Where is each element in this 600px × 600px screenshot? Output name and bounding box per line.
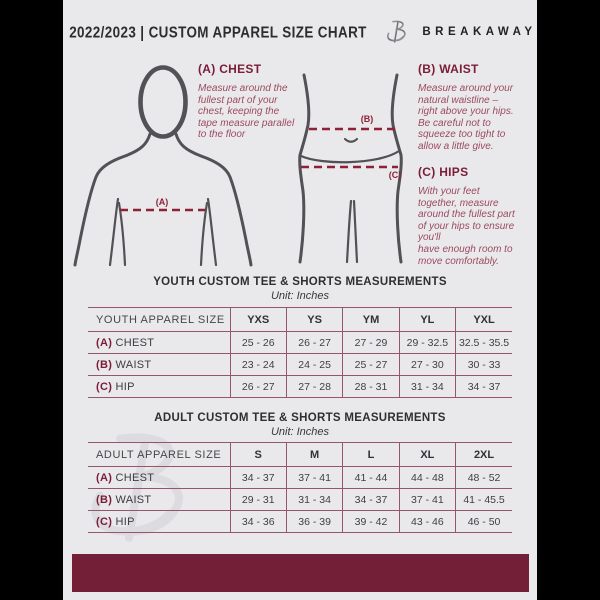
cell: 27 - 28 <box>285 375 343 398</box>
measurement-diagram: (A) (B) (C) (A) CHEST Measure around the… <box>63 55 537 267</box>
row-prefix: (B) <box>96 358 113 371</box>
cell: 28 - 31 <box>342 375 400 398</box>
cell: 34 - 37 <box>455 375 512 398</box>
header: 2022/2023 | CUSTOM APPAREL SIZE CHART BR… <box>63 16 537 48</box>
cell: 27 - 29 <box>342 331 400 354</box>
waist-line-label: (B) <box>360 114 374 124</box>
table-row: (B) WAIST 23 - 24 24 - 25 25 - 27 27 - 3… <box>88 353 512 376</box>
row-prefix: (A) <box>96 336 113 349</box>
size-col: YL <box>398 307 456 332</box>
page-title: 2022/2023 | CUSTOM APPAREL SIZE CHART <box>69 23 368 41</box>
adult-size-table: ADULT APPAREL SIZE S M L XL 2XL (A) CHES… <box>88 442 512 533</box>
cell: 25 - 26 <box>229 331 287 354</box>
hips-heading: (C) HIPS <box>418 165 469 179</box>
chest-line-label: (A) <box>155 197 169 207</box>
waist-note: (B) WAIST Measure around your natural wa… <box>418 62 530 153</box>
size-col: YM <box>342 307 400 332</box>
cell: 31 - 34 <box>398 375 456 398</box>
size-col: 2XL <box>455 442 512 467</box>
cell: 27 - 30 <box>398 353 456 376</box>
youth-table-unit: Unit: Inches <box>270 290 330 302</box>
hips-line-label: (C) <box>388 170 402 180</box>
cell: 41 - 44 <box>342 466 400 489</box>
youth-header-row: YOUTH APPAREL SIZE YXS YS YM YL YXL <box>88 307 512 332</box>
youth-table-title: YOUTH CUSTOM TEE & SHORTS MEASUREMENTS <box>153 276 447 288</box>
size-col: YXS <box>229 307 287 332</box>
footer-accent-bar <box>72 554 529 592</box>
cell: 44 - 48 <box>398 466 456 489</box>
hips-description: With your feet together, measure around … <box>418 186 515 267</box>
row-label: HIP <box>115 380 135 393</box>
size-col: YXL <box>455 307 512 332</box>
row-label: HIP <box>115 515 135 528</box>
cell: 36 - 39 <box>285 510 343 533</box>
cell: 30 - 33 <box>455 353 512 376</box>
adult-table-header: ADULT CUSTOM TEE & SHORTS MEASUREMENTS U… <box>63 412 537 438</box>
cell: 25 - 27 <box>342 353 400 376</box>
cell: 43 - 46 <box>398 510 456 533</box>
row-prefix: (C) <box>96 515 113 528</box>
table-row: (B) WAIST 29 - 31 31 - 34 34 - 37 37 - 4… <box>88 488 512 511</box>
cell: 34 - 37 <box>342 488 400 511</box>
row-label: CHEST <box>115 336 155 349</box>
breakaway-logo-icon <box>386 19 409 46</box>
brand-wordmark: BREAKAWAY <box>422 26 537 38</box>
cell: 24 - 25 <box>285 353 343 376</box>
waist-heading: (B) WAIST <box>418 62 479 76</box>
size-col: L <box>342 442 400 467</box>
cell: 34 - 37 <box>229 466 287 489</box>
row-prefix: (B) <box>96 493 113 506</box>
size-col: YS <box>285 307 343 332</box>
size-col: M <box>285 442 343 467</box>
row-prefix: (C) <box>96 380 113 393</box>
adult-table-title: ADULT CUSTOM TEE & SHORTS MEASUREMENTS <box>154 412 446 424</box>
chest-description: Measure around the fullest part of your … <box>198 83 295 141</box>
hips-note: (C) HIPS With your feet together, measur… <box>418 165 530 267</box>
cell: 37 - 41 <box>285 466 343 489</box>
table-row: (A) CHEST 34 - 37 37 - 41 41 - 44 44 - 4… <box>88 466 512 489</box>
cell: 34 - 36 <box>229 510 287 533</box>
waist-description: Measure around your natural waistline – … <box>418 83 514 152</box>
row-label: WAIST <box>115 358 152 371</box>
row-prefix: (A) <box>96 471 113 484</box>
table-row: (A) CHEST 25 - 26 26 - 27 27 - 29 29 - 3… <box>88 331 512 354</box>
row-label: WAIST <box>115 493 152 506</box>
size-col: XL <box>398 442 456 467</box>
cell: 29 - 32.5 <box>398 331 456 354</box>
row-label: CHEST <box>115 471 155 484</box>
youth-size-col-header: YOUTH APPAREL SIZE <box>96 313 225 326</box>
cell: 32.5 - 35.5 <box>455 331 512 354</box>
adult-table-unit: Unit: Inches <box>270 426 330 438</box>
table-row: (C) HIP 34 - 36 36 - 39 39 - 42 43 - 46 … <box>88 510 512 533</box>
body-silhouettes-illustration <box>73 65 403 267</box>
cell: 41 - 45.5 <box>455 488 512 511</box>
cell: 46 - 50 <box>455 510 512 533</box>
adult-size-col-header: ADULT APPAREL SIZE <box>96 448 222 461</box>
cell: 31 - 34 <box>285 488 343 511</box>
size-chart-page: 2022/2023 | CUSTOM APPAREL SIZE CHART BR… <box>63 0 537 600</box>
size-col: S <box>229 442 287 467</box>
youth-table-header: YOUTH CUSTOM TEE & SHORTS MEASUREMENTS U… <box>63 276 537 302</box>
chest-note: (A) CHEST Measure around the fullest par… <box>198 62 310 141</box>
cell: 26 - 27 <box>229 375 287 398</box>
chest-heading: (A) CHEST <box>198 62 262 76</box>
cell: 23 - 24 <box>229 353 287 376</box>
cell: 26 - 27 <box>285 331 343 354</box>
youth-size-table: YOUTH APPAREL SIZE YXS YS YM YL YXL (A) … <box>88 307 512 398</box>
cell: 37 - 41 <box>398 488 456 511</box>
cell: 29 - 31 <box>229 488 287 511</box>
cell: 48 - 52 <box>455 466 512 489</box>
adult-header-row: ADULT APPAREL SIZE S M L XL 2XL <box>88 442 512 467</box>
cell: 39 - 42 <box>342 510 400 533</box>
table-row: (C) HIP 26 - 27 27 - 28 28 - 31 31 - 34 … <box>88 375 512 398</box>
